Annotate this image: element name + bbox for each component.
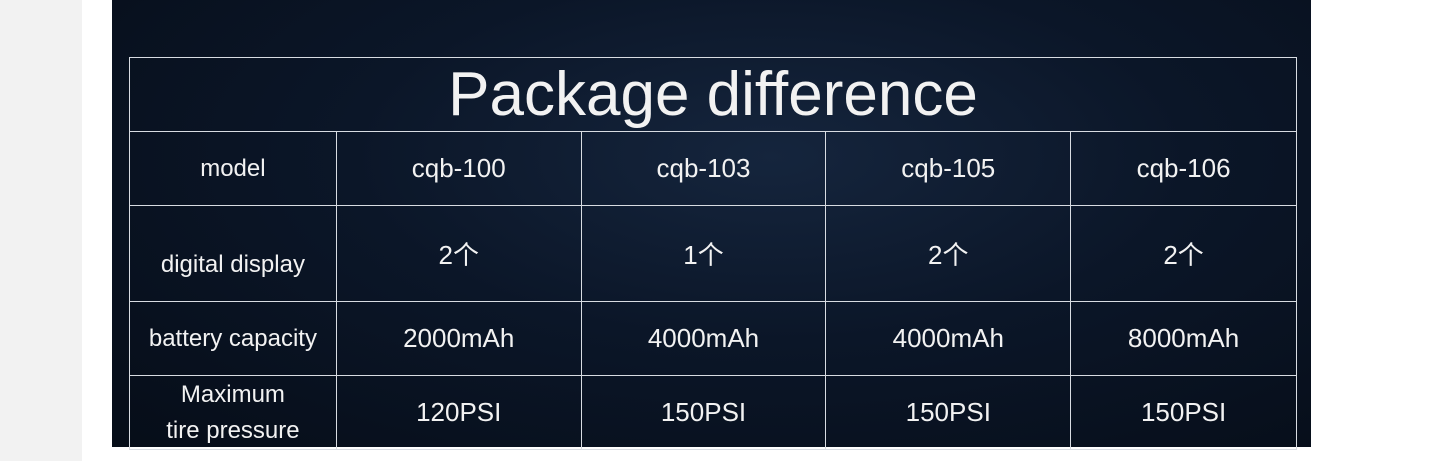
cell: cqb-100 <box>335 131 582 206</box>
cell: 2个 <box>825 205 1072 302</box>
product-image-panel: Package difference model cqb-100 cqb-103… <box>112 0 1311 450</box>
cell: 150PSI <box>580 375 827 450</box>
cell: 1个 <box>580 205 827 302</box>
cell: cqb-105 <box>825 131 1072 206</box>
table-title: Package difference <box>129 57 1297 132</box>
table-row-model: model cqb-100 cqb-103 cqb-105 cqb-106 <box>129 131 1297 206</box>
cell: 150PSI <box>825 375 1072 450</box>
table-row-digital-display: digital display 2个 1个 2个 2个 <box>129 205 1297 302</box>
row-label: model <box>129 131 337 206</box>
cell: cqb-106 <box>1070 131 1297 206</box>
row-label: Maximum tire pressure <box>129 375 337 450</box>
table-row-max-tire-pressure: Maximum tire pressure 120PSI 150PSI 150P… <box>129 375 1297 450</box>
cell: 8000mAh <box>1070 301 1297 376</box>
row-label: digital display <box>129 205 337 302</box>
cell: 4000mAh <box>825 301 1072 376</box>
cell: 120PSI <box>335 375 582 450</box>
left-sidebar <box>0 0 82 461</box>
cell: 2个 <box>1070 205 1297 302</box>
row-label: battery capacity <box>129 301 337 376</box>
package-comparison-table: Package difference model cqb-100 cqb-103… <box>129 57 1297 450</box>
cell: 2000mAh <box>335 301 582 376</box>
cell: 2个 <box>335 205 582 302</box>
cell: cqb-103 <box>580 131 827 206</box>
table-row-battery-capacity: battery capacity 2000mAh 4000mAh 4000mAh… <box>129 301 1297 376</box>
cell: 150PSI <box>1070 375 1297 450</box>
cell: 4000mAh <box>580 301 827 376</box>
